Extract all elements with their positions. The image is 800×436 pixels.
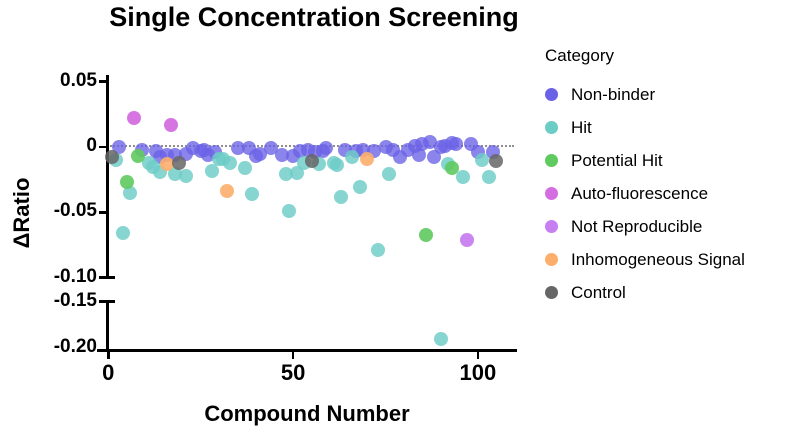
data-point-hit	[223, 155, 238, 170]
data-point-inhomogeneous-signal	[219, 184, 234, 199]
y-tick-mark	[99, 80, 107, 83]
legend-dot-auto-fluorescence	[545, 187, 558, 200]
chart-title: Single Concentration Screening	[109, 2, 519, 32]
data-point-hit	[474, 153, 489, 168]
legend-label: Control	[571, 282, 626, 302]
legend-dot-control	[545, 286, 558, 299]
data-point-non-binder	[275, 147, 289, 162]
x-tick-mark	[476, 351, 480, 359]
y-axis-end-cap	[99, 276, 115, 279]
y-axis-lower-segment	[106, 301, 109, 352]
legend-label: Not Reproducible	[571, 216, 703, 236]
legend-item-inhomogeneous-signal: Inhomogeneous Signal	[545, 243, 745, 276]
legend-label: Auto-fluorescence	[571, 183, 709, 203]
data-point-hit	[204, 163, 219, 178]
y-axis-title: ΔRatio	[9, 177, 34, 249]
legend-label: Non-binder	[571, 84, 656, 104]
legend-item-not-reproducible: Not Reproducible	[545, 210, 745, 243]
data-point-potential-hit	[130, 149, 145, 164]
legend-dot-not-reproducible	[545, 220, 558, 233]
x-axis	[97, 349, 517, 352]
data-point-non-binder	[448, 137, 463, 152]
data-point-potential-hit	[445, 160, 460, 175]
data-point-non-binder	[230, 141, 245, 156]
y-axis-end-cap	[99, 300, 115, 303]
x-tick-mark	[107, 351, 110, 359]
data-point-hit	[456, 170, 471, 185]
legend-title: Category	[545, 46, 614, 65]
y-tick-label: -0.15	[53, 289, 97, 311]
legend: Category Non-binder Hit Potential Hit Auto-…	[545, 46, 745, 309]
data-point-hit	[352, 180, 367, 195]
data-point-non-binder	[252, 146, 267, 161]
legend-label: Inhomogeneous Signal	[571, 249, 745, 269]
legend-dot-potential-hit	[545, 154, 558, 167]
data-point-hit	[167, 167, 182, 182]
data-point-hit	[345, 150, 360, 165]
x-tick-label: 100	[459, 360, 497, 385]
legend-dot-non-binder	[545, 88, 558, 101]
legend-item-potential-hit: Potential Hit	[545, 144, 745, 177]
legend-item-non-binder: Non-binder	[545, 78, 745, 111]
x-tick-label: 50	[280, 360, 306, 385]
data-point-hit	[289, 166, 304, 181]
data-point-control	[304, 154, 319, 169]
data-point-non-binder	[263, 141, 278, 156]
x-axis-title: Compound Number	[204, 401, 410, 426]
data-point-hit	[123, 185, 138, 200]
data-point-non-binder	[411, 147, 426, 162]
legend-item-control: Control	[545, 276, 745, 309]
y-tick-label: -0.05	[53, 200, 97, 222]
x-tick-label: 0	[102, 360, 115, 385]
data-point-control	[171, 155, 186, 170]
legend-item-auto-fluorescence: Auto-fluorescence	[545, 177, 745, 210]
data-point-hit	[238, 160, 253, 175]
data-point-control	[489, 154, 504, 169]
data-point-hit	[278, 167, 293, 182]
legend-dot-hit	[545, 121, 558, 134]
data-point-auto-fluorescence	[164, 117, 179, 132]
data-point-hit	[116, 226, 131, 241]
y-tick-label: -0.10	[53, 265, 97, 287]
data-point-not-reproducible	[459, 232, 474, 247]
data-point-hit	[330, 158, 345, 173]
data-point-auto-fluorescence	[127, 111, 142, 126]
x-tick-mark	[291, 351, 295, 359]
data-point-hit	[371, 243, 386, 258]
data-point-inhomogeneous-signal	[360, 151, 375, 166]
data-point-inhomogeneous-signal	[160, 156, 175, 171]
legend-item-hit: Hit	[545, 111, 745, 144]
y-tick-mark	[99, 211, 107, 214]
data-point-non-binder	[319, 141, 334, 156]
data-point-potential-hit	[419, 227, 434, 242]
data-point-non-binder	[426, 150, 441, 165]
data-point-hit	[382, 167, 397, 182]
y-tick-label: 0.05	[60, 69, 97, 91]
legend-label: Hit	[571, 117, 592, 137]
data-point-hit	[245, 187, 260, 202]
data-point-hit	[433, 331, 448, 346]
data-point-hit	[334, 189, 349, 204]
y-tick-label: -0.20	[53, 336, 97, 358]
legend-items: Non-binder Hit Potential Hit Auto-fluoresce…	[545, 78, 745, 309]
data-point-non-binder	[422, 134, 437, 149]
y-tick-mark	[99, 145, 107, 149]
y-tick-label: 0	[86, 135, 97, 157]
data-point-hit	[178, 168, 193, 183]
data-point-hit	[481, 170, 496, 185]
y-axis-upper-segment	[106, 75, 109, 277]
legend-label: Potential Hit	[571, 150, 663, 170]
legend-dot-inhomogeneous-signal	[545, 253, 558, 266]
data-point-potential-hit	[119, 175, 134, 190]
data-point-control	[104, 150, 119, 165]
data-point-hit	[282, 203, 297, 218]
